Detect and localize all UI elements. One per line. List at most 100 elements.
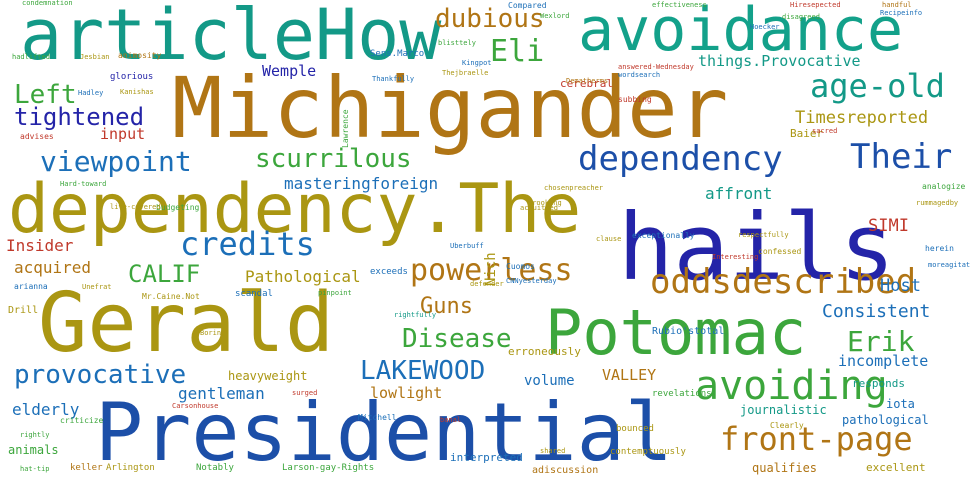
word-pathological: pathological [842,413,929,427]
word-rightly: rightly [20,431,50,439]
word-hails: hails [618,194,895,301]
word-pinpoint: pinpoint [318,289,352,297]
word-sens-marco: Sens.Marco [370,49,425,59]
word-clause: clause [596,235,622,243]
word-thejbraelle: Thejbraelle [442,69,489,77]
word-journalistic: journalistic [740,403,827,417]
word-cnnyesterday: CNNyesterday [506,277,557,285]
word-herein: herein [925,244,954,253]
word-simi: SIMI [868,216,909,236]
word-kanishas: Kanishas [120,88,154,96]
word-arianna: arianna [14,282,48,291]
word-viewpoint: viewpoint [40,145,192,178]
word-erroneously: erroneously [508,345,581,358]
word-adiscussion: adiscussion [532,465,599,476]
word-animosity: animosity [118,51,162,60]
word-pathological-cap: Pathological [245,267,361,286]
word-surged: surged [292,389,318,397]
word-live-covered: live-covered [110,203,161,211]
word-avoiding: avoiding [695,363,888,409]
word-interpreted: interpreted [450,451,523,464]
word-insider: Insider [6,236,74,255]
word-brooking: Brooking [528,199,562,207]
word-rubios-total: Rubio'stotal [652,326,725,337]
word-acquitted: acquitted [520,204,558,212]
word-notably: Notably [196,463,234,473]
word-chosenpreacher: chosenpreacher [544,184,604,192]
word-answered-wednesday: answered-Wednesday [618,63,694,71]
word-their: Their [850,137,953,177]
word-tightened: tightened [14,103,145,131]
word-animals: animals [8,443,59,457]
word-uberbuff: Uberbuff [450,242,484,250]
word-sacred: sacred [812,127,838,135]
word-wordsearch: wordsearch [618,71,661,79]
word-subbing: subbing [618,95,652,104]
word-respectfully: respectfully [738,231,789,239]
word-recipeinfo: Recipeinfo [880,9,923,17]
word-potomac: Potomac [545,296,807,369]
word-effectiveness: effectiveness [652,1,707,9]
word-acquired: acquired [14,258,92,277]
word-lawrence: Lawrence [341,109,350,148]
word-credits: credits [180,225,315,263]
word-things-provocative: things.Provocative [698,52,861,70]
word-carsonhouse: Carsonhouse [172,402,219,410]
word-responds: responds [852,377,905,390]
word-banal: banal [440,416,462,424]
word-incomplete: incomplete [838,352,929,370]
word-thankfully: Thankfully [372,75,415,83]
word-hard-toward: Hard-toward [60,180,107,188]
word-mr-caine-not: Mr.Caine.Not [142,292,200,301]
word-heavyweight: heavyweight [228,369,308,383]
word-compared: Compared [508,1,547,10]
word-dependency-the: dependency.The [8,170,582,249]
word-cerebral: cerebral [560,77,613,90]
word-interesting: Interesting [712,253,759,261]
word-disagreed: disagreed [782,13,820,21]
word-larson-gay-rights: Larson-gay-Rights [282,463,375,473]
word-calif: CALIF [128,260,201,288]
word-avoidance: avoidance [578,0,904,65]
word-elderly: elderly [12,400,80,419]
word-kingpot: Kingpot [462,59,492,67]
word-masteringforeign: masteringforeign [284,174,439,193]
word-powerless: powerless [410,253,573,288]
word-wexlord: Wexlord [540,12,570,20]
word-input: input [100,125,146,143]
word-host: Host [880,276,921,296]
word-confessed: confessed [758,247,802,256]
word-blisttely: blisttely [438,39,476,47]
word-dependency: dependency [578,139,783,179]
word-analogize: analogize [922,182,966,191]
word-contemptuously: contemptuously [610,447,686,457]
word-consistent: Consistent [822,301,931,322]
word-hiresepected: Hiresepected [790,1,841,9]
word-exceeds: exceeds [370,267,408,277]
word-oddsdescribed: oddsdescribed [650,262,917,302]
word-erik: Erik [847,325,915,358]
word-handful: handful [882,1,912,9]
word-cuomos: Cuomos [506,262,535,271]
word-eli: Eli [490,34,545,69]
word-drill: Drill [8,305,39,316]
word-qualifies: qualifies [752,461,818,475]
word-jesbian: Jesbian [80,53,110,61]
word-gerald: Gerald [38,276,335,371]
word-baier: Baier [790,127,824,140]
word-excellent: excellent [866,461,926,474]
word-hadley: Hadley [78,89,104,97]
word-rightfully: rightfully [394,311,437,319]
word-condemnation: condemnation [22,0,73,7]
word-shared: shared [540,447,566,455]
word-glorious: glorious [110,72,154,82]
word-age-old: age-old [810,67,945,105]
word-provocative: provocative [14,360,187,390]
word-timesreported: Timesreported [795,108,929,128]
word-unefrat: Unefrat [82,283,112,291]
word-michigander: Michigander [172,59,729,157]
word-front-page: front-page [720,420,913,458]
word-lakewood: LAKEWOOD [360,356,486,386]
word-dubious: dubious [435,4,545,34]
